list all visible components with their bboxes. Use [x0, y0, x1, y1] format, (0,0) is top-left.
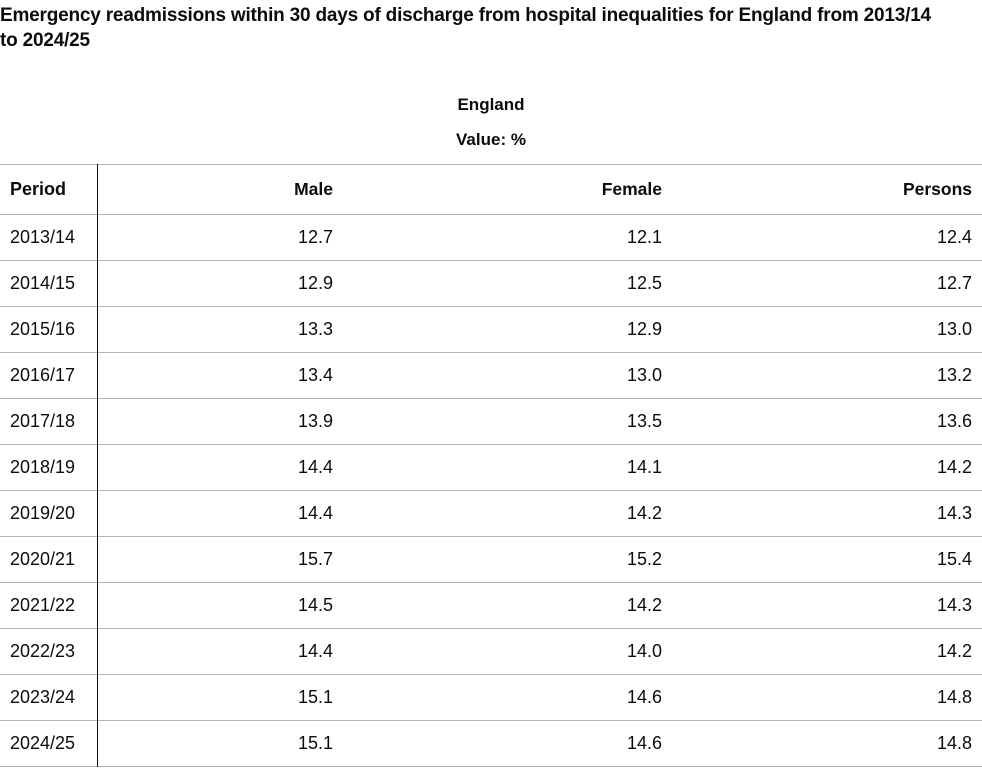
persons-cell: 13.0	[936, 319, 972, 339]
period-cell: 2013/14	[0, 214, 98, 261]
period-cell: 2016/17	[0, 352, 98, 399]
table-row: 2013/14 12.7 12.1 12.4	[0, 214, 982, 261]
persons-cell: 12.4	[936, 227, 972, 247]
header-period: Period	[0, 164, 98, 215]
male-cell: 14.4	[297, 503, 333, 523]
male-cell: 14.5	[297, 595, 333, 615]
period-cell: 2018/19	[0, 444, 98, 491]
period-cell: 2022/23	[0, 628, 98, 675]
female-cell: 14.1	[626, 457, 662, 477]
persons-cell: 14.3	[936, 595, 972, 615]
female-cell: 14.2	[626, 595, 662, 615]
male-cell: 13.3	[297, 319, 333, 339]
period-cell: 2014/15	[0, 260, 98, 307]
female-cell: 12.5	[626, 273, 662, 293]
male-cell: 13.9	[297, 411, 333, 431]
period-cell: 2015/16	[0, 306, 98, 353]
male-cell: 12.7	[297, 227, 333, 247]
table-row: 2018/19 14.4 14.1 14.2	[0, 444, 982, 491]
male-cell: 14.4	[297, 641, 333, 661]
male-cell: 15.1	[297, 687, 333, 707]
data-table: Period Male Female Persons 2013/14 12.7 12…	[0, 164, 982, 767]
male-cell: 15.1	[297, 733, 333, 753]
table-row: 2019/20 14.4 14.2 14.3	[0, 490, 982, 537]
persons-cell: 13.2	[936, 365, 972, 385]
persons-cell: 14.8	[936, 733, 972, 753]
female-cell: 15.2	[626, 549, 662, 569]
female-cell: 13.0	[626, 365, 662, 385]
female-cell: 14.2	[626, 503, 662, 523]
table-row: 2015/16 13.3 12.9 13.0	[0, 306, 982, 353]
header-male: Male	[294, 179, 333, 199]
table-row: 2022/23 14.4 14.0 14.2	[0, 628, 982, 675]
period-cell: 2017/18	[0, 398, 98, 445]
table-row: 2017/18 13.9 13.5 13.6	[0, 398, 982, 445]
male-cell: 15.7	[297, 549, 333, 569]
header-persons: Persons	[902, 179, 972, 199]
period-cell: 2021/22	[0, 582, 98, 629]
persons-cell: 14.3	[936, 503, 972, 523]
table-title: Emergency readmissions within 30 days of…	[0, 5, 931, 51]
table-row: 2014/15 12.9 12.5 12.7	[0, 260, 982, 307]
persons-cell: 12.7	[936, 273, 972, 293]
column-group-label: England	[457, 95, 525, 114]
persons-cell: 15.4	[936, 549, 972, 569]
male-cell: 13.4	[297, 365, 333, 385]
persons-cell: 14.2	[936, 641, 972, 661]
table-row: 2024/25 15.1 14.6 14.8	[0, 720, 982, 767]
table-row: 2020/21 15.7 15.2 15.4	[0, 536, 982, 583]
female-cell: 14.0	[626, 641, 662, 661]
period-cell: 2020/21	[0, 536, 98, 583]
table-body: 2013/14 12.7 12.1 12.4 2014/15 12.9 12.5 12.7 20…	[0, 214, 982, 767]
persons-cell: 14.2	[936, 457, 972, 477]
female-cell: 12.9	[626, 319, 662, 339]
table-row: 2021/22 14.5 14.2 14.3	[0, 582, 982, 629]
persons-cell: 13.6	[936, 411, 972, 431]
male-cell: 12.9	[297, 273, 333, 293]
header-female: Female	[601, 179, 662, 199]
period-cell: 2023/24	[0, 674, 98, 721]
period-cell: 2024/25	[0, 720, 98, 767]
persons-cell: 14.8	[936, 687, 972, 707]
period-cell: 2019/20	[0, 490, 98, 537]
table-row: 2016/17 13.4 13.0 13.2	[0, 352, 982, 399]
female-cell: 14.6	[626, 687, 662, 707]
female-cell: 14.6	[626, 733, 662, 753]
value-unit-label: Value: %	[456, 130, 526, 149]
header-row: Period Male Female Persons	[0, 164, 982, 215]
table-row: 2023/24 15.1 14.6 14.8	[0, 674, 982, 721]
female-cell: 12.1	[626, 227, 662, 247]
female-cell: 13.5	[626, 411, 662, 431]
male-cell: 14.4	[297, 457, 333, 477]
